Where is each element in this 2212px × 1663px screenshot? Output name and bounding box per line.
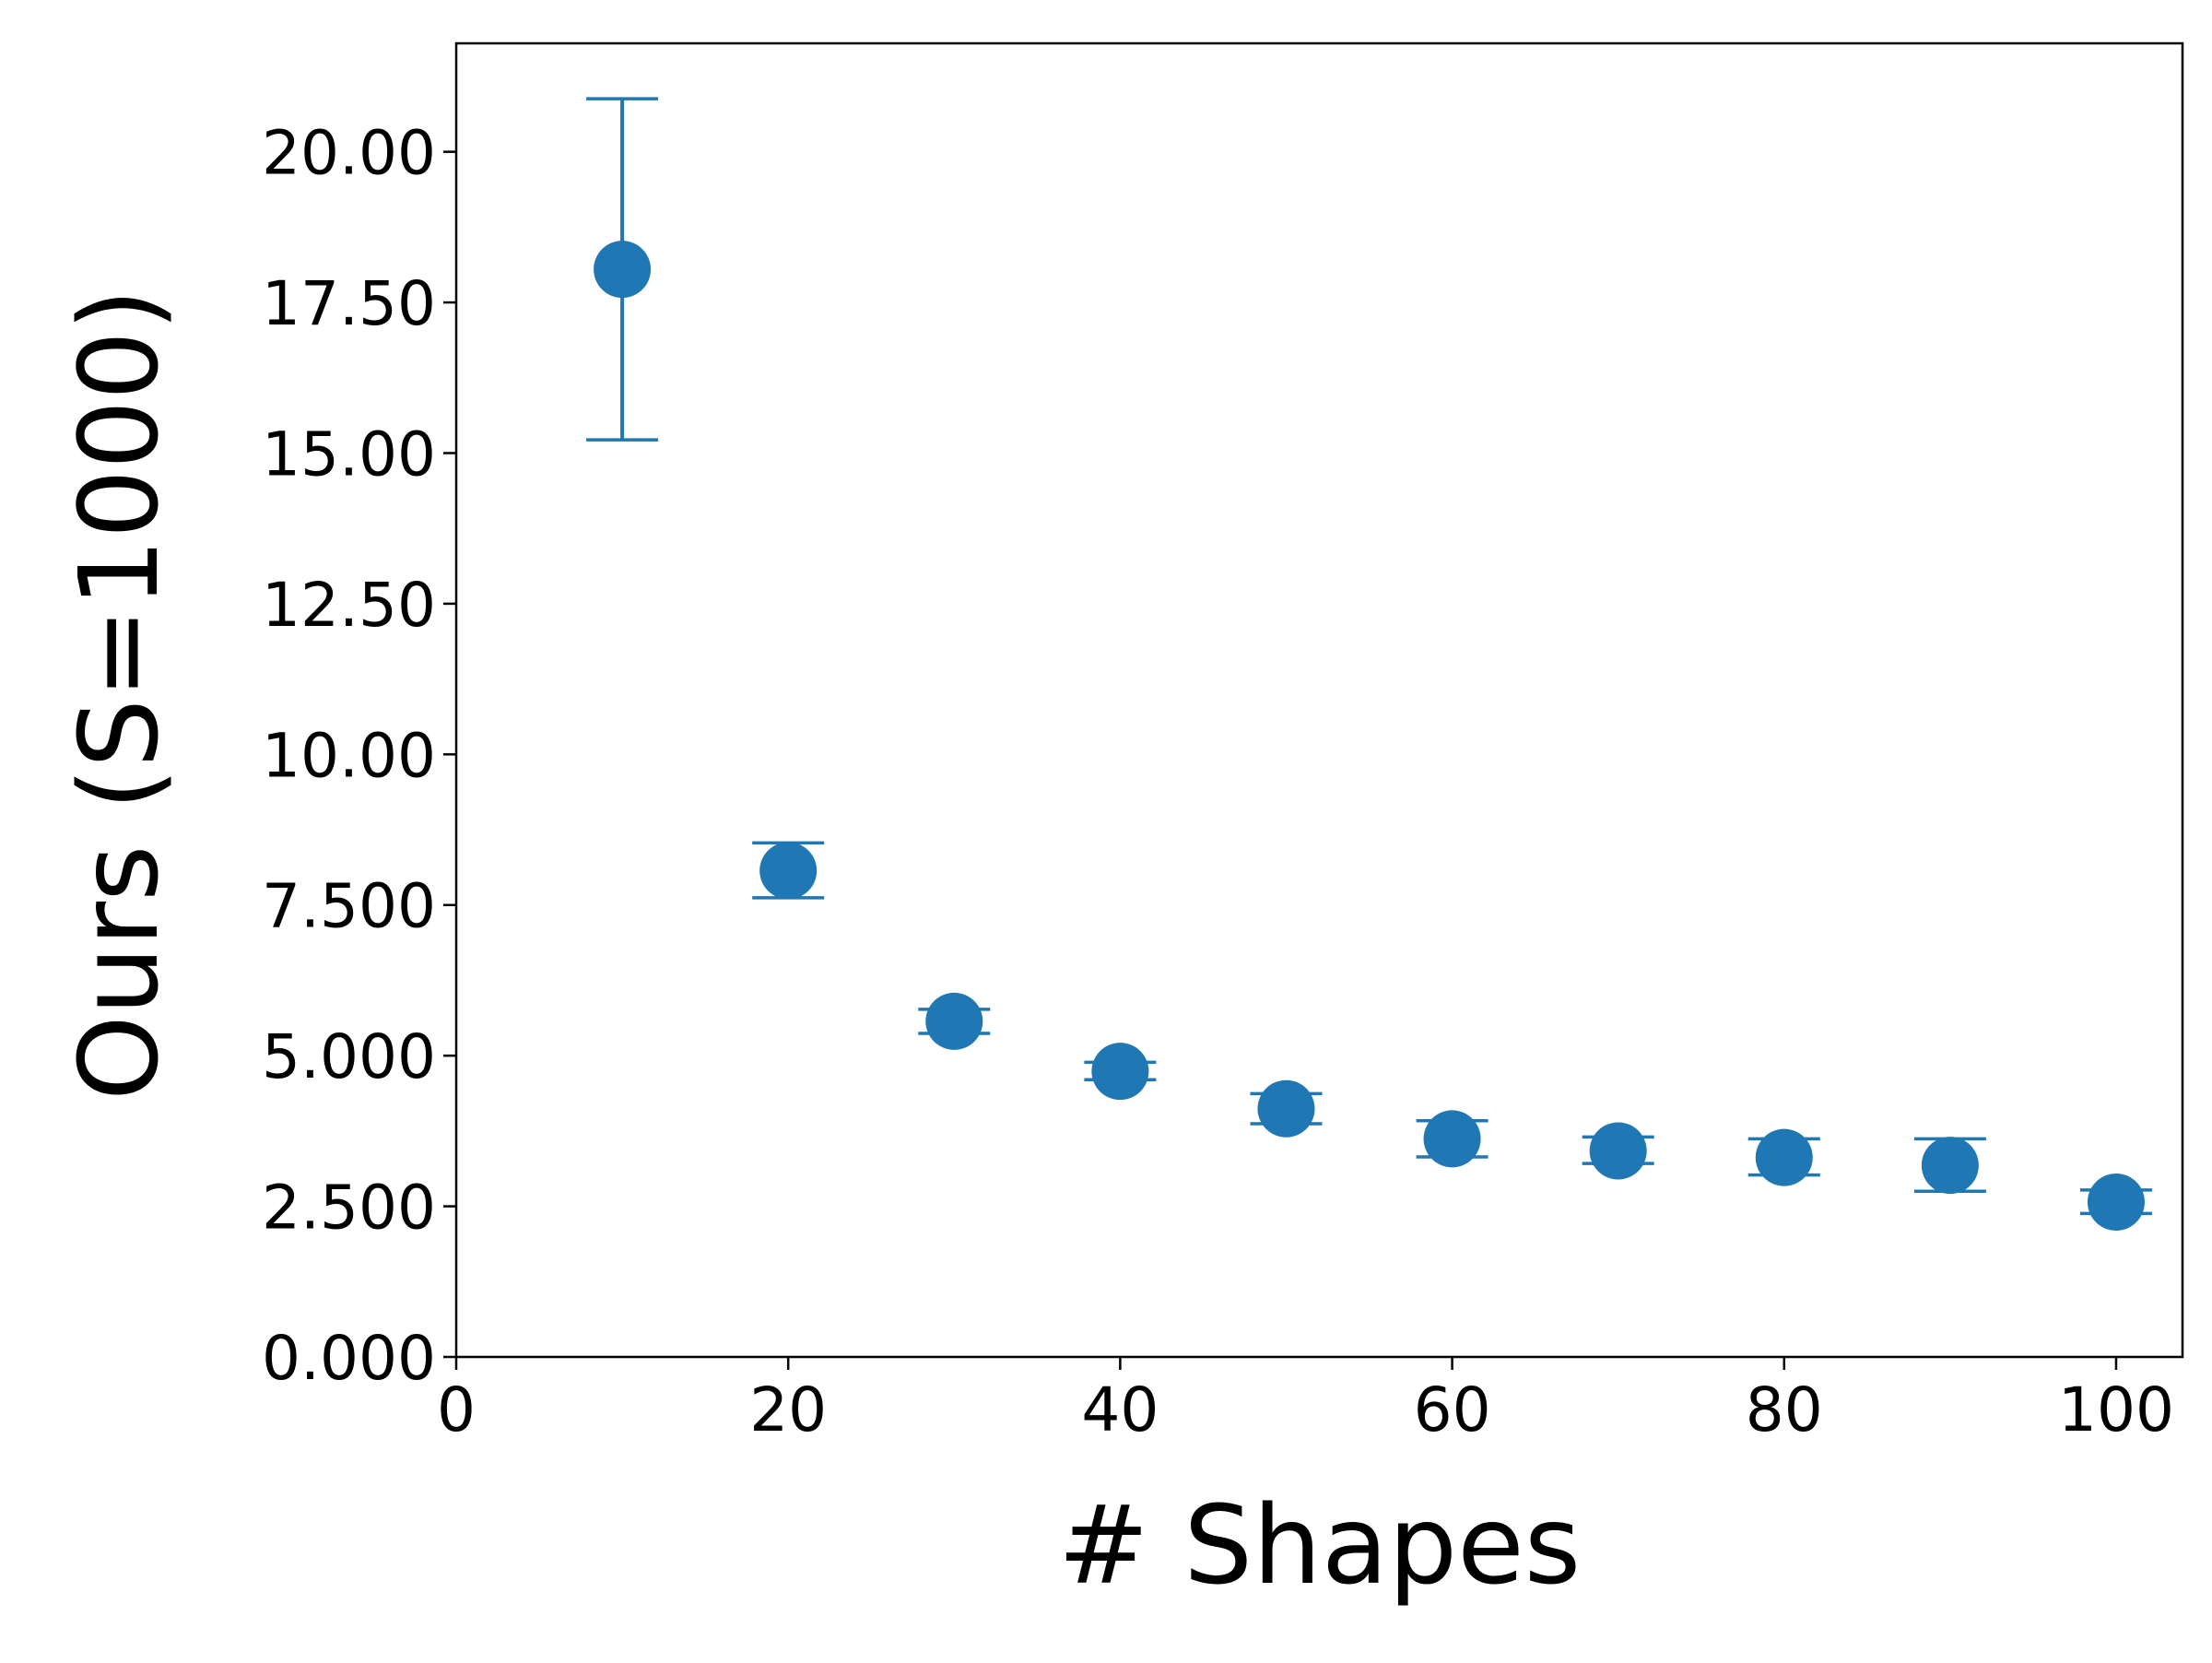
x-tick-label: 40 xyxy=(1081,1374,1159,1445)
y-axis-label: Ours (S=1000) xyxy=(55,289,182,1101)
plot-frame xyxy=(454,41,2184,1359)
data-point xyxy=(1257,1079,1315,1138)
x-axis-ticks: 0 20 40 60 80 100 xyxy=(437,1357,2174,1445)
y-tick-label: 15.00 xyxy=(262,419,436,489)
x-tick-label: 0 xyxy=(437,1374,476,1445)
data-point xyxy=(1091,1043,1149,1101)
x-tick-label: 100 xyxy=(2058,1374,2174,1445)
data-points xyxy=(594,241,2145,1232)
data-point xyxy=(925,992,983,1050)
data-point xyxy=(1589,1122,1647,1180)
error-bars xyxy=(586,97,2152,1216)
y-tick-label: 0.000 xyxy=(262,1323,436,1394)
y-tick-label: 17.50 xyxy=(262,268,436,339)
x-tick-label: 60 xyxy=(1414,1374,1491,1445)
data-point xyxy=(1921,1137,1979,1195)
data-point xyxy=(2087,1174,2145,1232)
y-tick-label: 20.00 xyxy=(262,118,436,189)
x-axis-label: # Shapes xyxy=(1058,1481,1581,1609)
data-point xyxy=(594,241,652,299)
x-tick-label: 20 xyxy=(749,1374,827,1445)
y-tick-label: 12.50 xyxy=(262,570,436,641)
y-tick-label: 2.500 xyxy=(262,1173,436,1244)
data-point xyxy=(759,842,818,900)
x-tick-label: 80 xyxy=(1746,1374,1823,1445)
data-point xyxy=(1423,1110,1481,1168)
y-tick-label: 5.000 xyxy=(262,1021,436,1092)
data-point xyxy=(1755,1128,1813,1186)
y-tick-label: 10.00 xyxy=(262,720,436,791)
y-tick-label: 7.500 xyxy=(262,871,436,942)
y-axis-ticks: 0.000 2.500 5.000 7.500 10.00 12.50 15.00 17.50… xyxy=(262,118,456,1394)
